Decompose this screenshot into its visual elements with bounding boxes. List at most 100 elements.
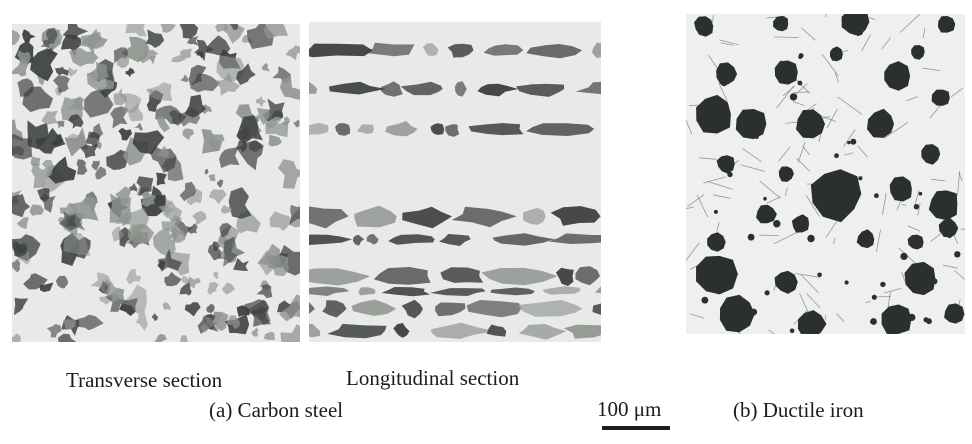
graphite-speck xyxy=(797,80,803,86)
pearlite-band xyxy=(327,323,387,339)
pearlite-band xyxy=(430,288,486,296)
grain xyxy=(41,110,58,125)
pearlite-band xyxy=(309,323,321,338)
grain xyxy=(12,58,29,77)
scale-bar xyxy=(602,426,670,430)
grain xyxy=(113,47,128,64)
grain-boundary xyxy=(922,28,926,39)
grain-boundary xyxy=(795,273,820,278)
pearlite-band xyxy=(329,81,387,95)
grain xyxy=(261,62,270,72)
pearlite-band xyxy=(381,81,403,97)
pearlite-band xyxy=(373,267,431,285)
pearlite-band xyxy=(435,302,466,317)
grain xyxy=(244,299,269,315)
grain xyxy=(30,48,58,82)
pearlite-band xyxy=(526,44,583,59)
grain-boundary xyxy=(957,171,960,196)
grain-boundary xyxy=(689,313,705,319)
grain xyxy=(230,24,239,30)
grain xyxy=(263,24,289,40)
pearlite-band xyxy=(393,323,410,338)
graphite-speck xyxy=(726,267,733,274)
graphite-speck xyxy=(923,317,929,323)
grain-boundary xyxy=(917,202,921,216)
grain-boundary xyxy=(914,189,920,207)
graphite-speck xyxy=(835,190,839,194)
graphite-nodule xyxy=(707,232,726,252)
grain xyxy=(132,130,165,155)
grain xyxy=(209,189,227,205)
grain xyxy=(134,122,143,131)
grain xyxy=(136,176,154,197)
graphite-nodule xyxy=(774,60,798,85)
graphite-nodule xyxy=(938,217,959,239)
graphite-nodule xyxy=(904,261,936,296)
graphite-nodule xyxy=(774,270,798,294)
graphite-speck xyxy=(798,53,804,59)
grain-boundary xyxy=(884,121,909,139)
graphite-nodule xyxy=(773,15,789,32)
grain-boundary xyxy=(785,121,799,124)
grain-boundary xyxy=(821,54,840,77)
grain-boundary xyxy=(907,225,921,232)
graphite-nodule xyxy=(694,16,714,37)
grain-boundary xyxy=(901,204,907,206)
pearlite-band xyxy=(592,42,601,59)
grain-boundary xyxy=(792,101,805,106)
grain xyxy=(258,250,278,276)
grain-boundary xyxy=(780,59,783,62)
grain xyxy=(31,162,54,189)
graphite-speck xyxy=(870,318,877,325)
grain xyxy=(168,110,187,126)
graphite-nodule xyxy=(719,294,755,333)
grain xyxy=(13,240,28,257)
grain xyxy=(216,179,224,188)
grain xyxy=(104,278,124,297)
grain-boundary xyxy=(686,119,693,135)
grain-boundary xyxy=(922,67,941,71)
pearlite-band xyxy=(381,287,431,297)
graphite-nodule xyxy=(884,61,911,91)
grain xyxy=(113,88,127,106)
grain xyxy=(76,159,88,175)
pearlite-band xyxy=(358,287,376,296)
pearlite-band xyxy=(592,303,601,316)
pearlite-band xyxy=(490,287,536,296)
graphite-speck xyxy=(942,230,949,237)
grain-boundary xyxy=(686,206,694,209)
pearlite-band xyxy=(309,302,315,315)
grain-boundary xyxy=(742,148,762,163)
grain xyxy=(79,143,100,159)
grain xyxy=(56,120,65,129)
pearlite-band xyxy=(447,43,474,58)
ductile-texture xyxy=(686,14,965,334)
grain-boundary xyxy=(699,157,717,160)
pearlite-band xyxy=(439,234,471,246)
graphite-nodule xyxy=(696,255,738,295)
grain xyxy=(254,107,270,126)
grain xyxy=(12,258,21,273)
pearlite-band xyxy=(351,299,397,316)
grain xyxy=(69,47,99,67)
grain-boundary xyxy=(716,222,720,232)
grain-boundary xyxy=(954,270,965,281)
grain-boundary xyxy=(721,42,734,46)
graphite-nodule xyxy=(830,46,843,62)
grain xyxy=(157,205,176,219)
grain-boundary xyxy=(942,264,958,269)
grain-boundary xyxy=(768,329,776,334)
grain xyxy=(157,116,171,133)
transverse-section-micrograph xyxy=(12,24,300,342)
grain xyxy=(152,227,176,258)
pearlite-band xyxy=(483,44,524,56)
pearlite-band xyxy=(309,234,353,246)
grain xyxy=(59,211,77,231)
pearlite-band xyxy=(353,234,365,246)
pearlite-band xyxy=(526,123,595,136)
pearlite-band xyxy=(335,123,350,136)
pearlite-band xyxy=(354,205,397,228)
grain-boundary xyxy=(881,37,891,50)
grain-boundary xyxy=(826,108,838,129)
graphite-speck xyxy=(720,79,728,87)
